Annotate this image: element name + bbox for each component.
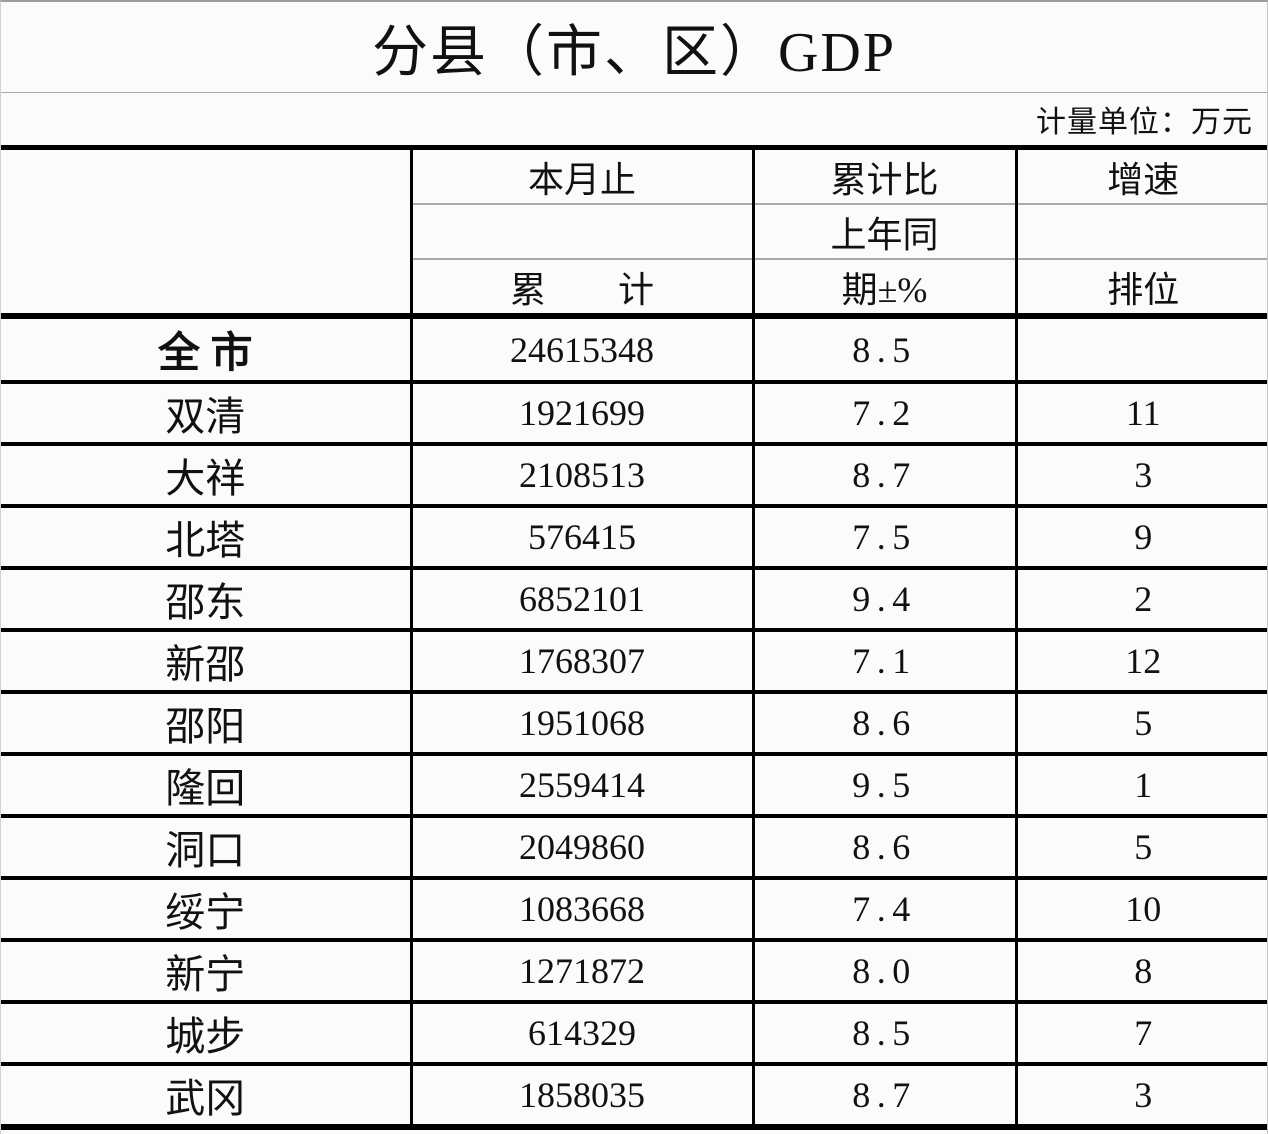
rank-cell: 2: [1014, 566, 1267, 630]
region-name-cell: 洞口: [1, 814, 411, 878]
table-row: 隆回 2559414 9.5 1: [1, 752, 1267, 816]
header-yoy-line2: 上年同: [751, 204, 1016, 260]
rank-cell: 7: [1014, 1000, 1267, 1064]
yoy-percent-cell: 7.2: [751, 380, 1016, 444]
rank-cell: 5: [1014, 690, 1267, 754]
cumulative-value-cell: 1858035: [409, 1062, 753, 1127]
table-row: 大祥 2108513 8.7 3: [1, 442, 1267, 506]
header-month-to-date: 本月止: [409, 147, 753, 205]
region-name-cell: 邵阳: [1, 690, 411, 754]
cumulative-value-cell: 2108513: [409, 442, 753, 506]
title-band: 分县（市、区）GDP: [1, 2, 1267, 93]
region-name-cell: 全 市: [157, 331, 253, 377]
header-corner-cell: [1, 147, 411, 319]
table-row: 城步 614329 8.5 7: [1, 1000, 1267, 1064]
yoy-percent-cell: 8.6: [751, 814, 1016, 878]
yoy-percent-cell: 8.5: [751, 316, 1016, 382]
header-month-spacer: [409, 204, 753, 260]
header-rank: 排位: [1014, 259, 1267, 319]
yoy-percent-cell: 7.1: [751, 628, 1016, 692]
rank-cell: 1: [1014, 752, 1267, 816]
region-name-cell: 北塔: [1, 504, 411, 568]
rank-cell: [1014, 316, 1267, 382]
yoy-percent-cell: 8.5: [751, 1000, 1016, 1064]
cumulative-value-cell: 1921699: [409, 380, 753, 444]
yoy-percent-cell: 7.4: [751, 876, 1016, 940]
cumulative-value-cell: 1768307: [409, 628, 753, 692]
header-growth-spacer: [1014, 204, 1267, 260]
yoy-percent-cell: 8.6: [751, 690, 1016, 754]
header-cumulative: 累 计: [409, 259, 753, 319]
yoy-percent-cell: 7.5: [751, 504, 1016, 568]
cumulative-value-cell: 576415: [409, 504, 753, 568]
table-header: 本月止 累计比 增速 上年同 累 计 期±% 排位: [1, 147, 1267, 319]
cumulative-value-cell: 6852101: [409, 566, 753, 630]
yoy-percent-cell: 8.7: [751, 1062, 1016, 1127]
header-yoy-line3: 期±%: [751, 259, 1016, 319]
header-growth: 增速: [1014, 147, 1267, 205]
region-name-cell: 城步: [1, 1000, 411, 1064]
unit-note: 计量单位：万元: [1036, 106, 1253, 139]
region-name-cell: 新邵: [1, 628, 411, 692]
region-name-cell: 隆回: [1, 752, 411, 816]
rank-cell: 8: [1014, 938, 1267, 1002]
region-name-cell: 邵东: [1, 566, 411, 630]
rank-cell: 11: [1014, 380, 1267, 444]
region-name-cell: 双清: [1, 380, 411, 444]
region-name-cell: 大祥: [1, 442, 411, 506]
rank-cell: 10: [1014, 876, 1267, 940]
cumulative-value-cell: 614329: [409, 1000, 753, 1064]
table-row: 绥宁 1083668 7.4 10: [1, 876, 1267, 940]
table-row: 新宁 1271872 8.0 8: [1, 938, 1267, 1002]
yoy-percent-cell: 8.7: [751, 442, 1016, 506]
rank-cell: 3: [1014, 442, 1267, 506]
cumulative-value-cell: 1083668: [409, 876, 753, 940]
table-row: 北塔 576415 7.5 9: [1, 504, 1267, 568]
table-row: 邵阳 1951068 8.6 5: [1, 690, 1267, 754]
region-name-cell: 武冈: [1, 1062, 411, 1127]
cumulative-value-cell: 1271872: [409, 938, 753, 1002]
table-row: 双清 1921699 7.2 11: [1, 380, 1267, 444]
yoy-percent-cell: 9.4: [751, 566, 1016, 630]
region-name-cell: 绥宁: [1, 876, 411, 940]
rank-cell: 5: [1014, 814, 1267, 878]
table-row: 新邵 1768307 7.1 12: [1, 628, 1267, 692]
table-row: 武冈 1858035 8.7 3: [1, 1062, 1267, 1127]
table-body: 全 市 24615348 8.5 双清 1921699 7.2 11 大祥 21…: [1, 316, 1267, 1127]
cumulative-value-cell: 1951068: [409, 690, 753, 754]
header-yoy-line1: 累计比: [751, 147, 1016, 205]
rank-cell: 12: [1014, 628, 1267, 692]
rank-cell: 3: [1014, 1062, 1267, 1127]
table-row: 邵东 6852101 9.4 2: [1, 566, 1267, 630]
page-title: 分县（市、区）GDP: [371, 21, 897, 84]
cumulative-value-cell: 24615348: [409, 316, 753, 382]
unit-band: 计量单位：万元: [1, 93, 1267, 145]
rank-cell: 9: [1014, 504, 1267, 568]
region-name-cell: 新宁: [1, 938, 411, 1002]
gdp-table: 本月止 累计比 增速 上年同 累 计 期±% 排位 全 市 24615348 8…: [1, 145, 1267, 1130]
table-row: 洞口 2049860 8.6 5: [1, 814, 1267, 878]
cumulative-value-cell: 2559414: [409, 752, 753, 816]
cumulative-value-cell: 2049860: [409, 814, 753, 878]
yoy-percent-cell: 8.0: [751, 938, 1016, 1002]
table-row: 全 市 24615348 8.5: [1, 316, 1267, 382]
yoy-percent-cell: 9.5: [751, 752, 1016, 816]
